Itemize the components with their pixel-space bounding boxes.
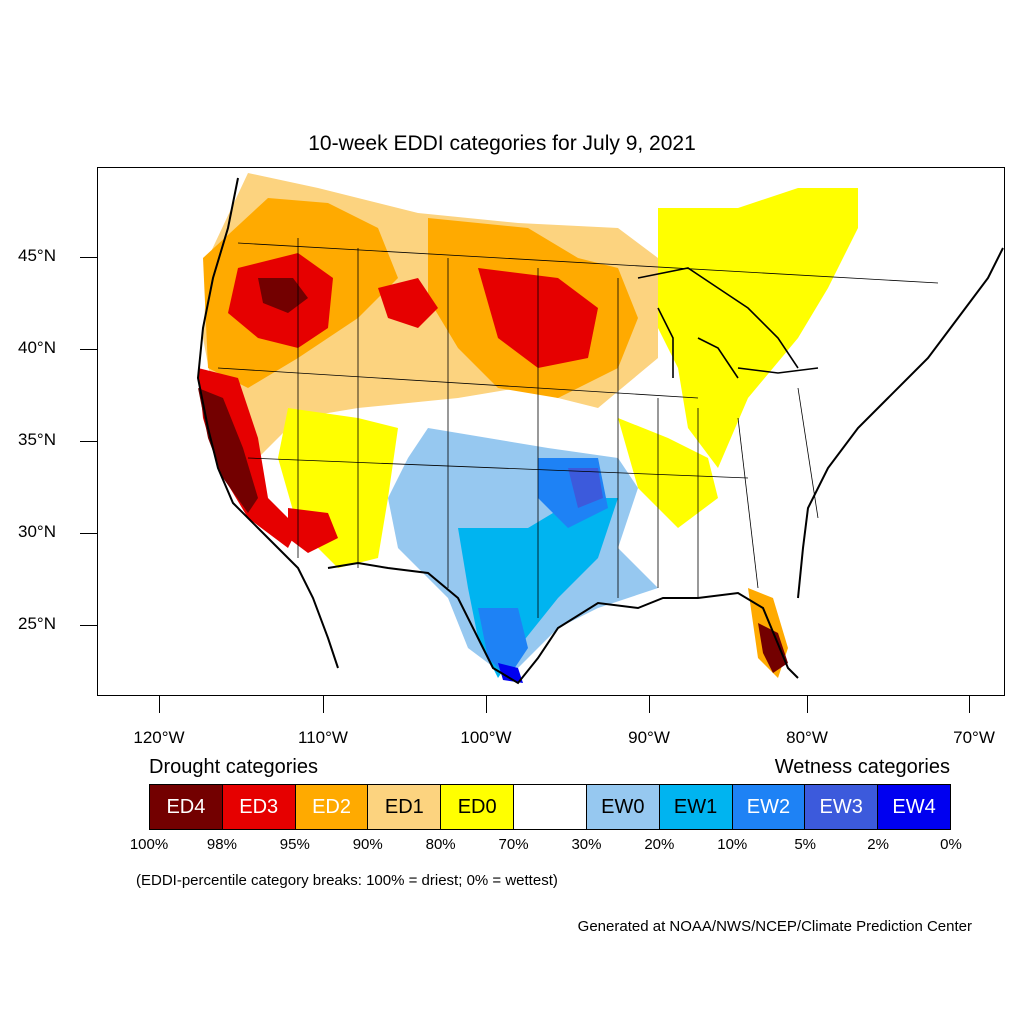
great-lakes — [637, 267, 819, 379]
legend-box-ed0: ED0 — [441, 785, 515, 829]
legend-break-label: 2% — [867, 836, 889, 853]
lat-tick — [80, 441, 97, 442]
eddi-map — [97, 167, 1005, 696]
map-title: 10-week EDDI categories for July 9, 2021 — [308, 132, 696, 155]
legend-box-neutral — [514, 785, 587, 829]
lat-tick — [80, 349, 97, 350]
legend-box-ew1: EW1 — [659, 785, 733, 829]
legend-break-label: 70% — [498, 836, 529, 853]
credit-line: Generated at NOAA/NWS/NCEP/Climate Predi… — [577, 918, 972, 935]
ew3-region — [568, 468, 603, 508]
ed4-region-florida — [758, 623, 788, 673]
legend-box-ew0: EW0 — [586, 785, 660, 829]
lon-tick — [323, 696, 324, 713]
legend-break-label: 20% — [644, 836, 675, 853]
lon-tick — [969, 696, 970, 713]
lat-tick — [80, 257, 97, 258]
lat-label-25: 25°N — [18, 614, 56, 633]
lon-label-90w: 90°W — [628, 728, 670, 747]
legend-break-label: 98% — [206, 836, 237, 853]
ed3-region-arizona — [288, 508, 338, 553]
legend-break-label: 10% — [717, 836, 748, 853]
legend-break-label: 95% — [279, 836, 310, 853]
legend-break-label: 90% — [352, 836, 383, 853]
ed3-region-montana — [378, 278, 438, 328]
legend-box-ed3: ED3 — [222, 785, 296, 829]
lon-tick — [649, 696, 650, 713]
legend-break-label: 30% — [571, 836, 602, 853]
lon-label-100w: 100°W — [460, 728, 512, 747]
legend-box-ed4: ED4 — [150, 785, 223, 829]
legend-box-ew3: EW3 — [805, 785, 879, 829]
legend-break-label: 100% — [129, 836, 169, 853]
legend-box-ew4: EW4 — [878, 785, 950, 829]
ed4-region-california — [198, 388, 258, 513]
lat-tick — [80, 625, 97, 626]
lon-label-120w: 120°W — [133, 728, 185, 747]
lon-tick — [807, 696, 808, 713]
lon-tick — [486, 696, 487, 713]
lon-tick — [159, 696, 160, 713]
coastline — [196, 177, 1004, 685]
legend-break-label: 5% — [794, 836, 817, 853]
lat-label-40: 40°N — [18, 338, 56, 357]
drought-heading: Drought categories — [149, 756, 318, 778]
map-svg — [196, 173, 1004, 688]
ew4-region — [498, 663, 523, 683]
ed0-region-northeast — [658, 188, 858, 468]
lat-label-35: 35°N — [18, 430, 56, 449]
state-boundaries — [217, 238, 939, 618]
ed0-region-southeast — [618, 418, 718, 528]
legend-colorbar: ED4 ED3 ED2 ED1 ED0 EW0 EW1 EW2 EW3 EW4 — [149, 784, 951, 830]
ew2-region-texas — [478, 608, 528, 678]
lon-label-70w: 70°W — [953, 728, 995, 747]
legend-break-label: 0% — [940, 836, 962, 853]
wetness-heading: Wetness categories — [774, 756, 950, 778]
lon-label-110w: 110°W — [298, 728, 348, 747]
lat-label-30: 30°N — [18, 522, 56, 541]
category-note: (EDDI-percentile category breaks: 100% =… — [136, 872, 558, 889]
lat-label-45: 45°N — [18, 246, 56, 265]
lat-tick — [80, 533, 97, 534]
legend-break-label: 80% — [425, 836, 456, 853]
lon-label-80w: 80°W — [786, 728, 828, 747]
legend-box-ed1: ED1 — [368, 785, 442, 829]
legend-box-ed2: ED2 — [295, 785, 369, 829]
legend-box-ew2: EW2 — [732, 785, 806, 829]
ed4-region-oregon — [258, 278, 308, 313]
